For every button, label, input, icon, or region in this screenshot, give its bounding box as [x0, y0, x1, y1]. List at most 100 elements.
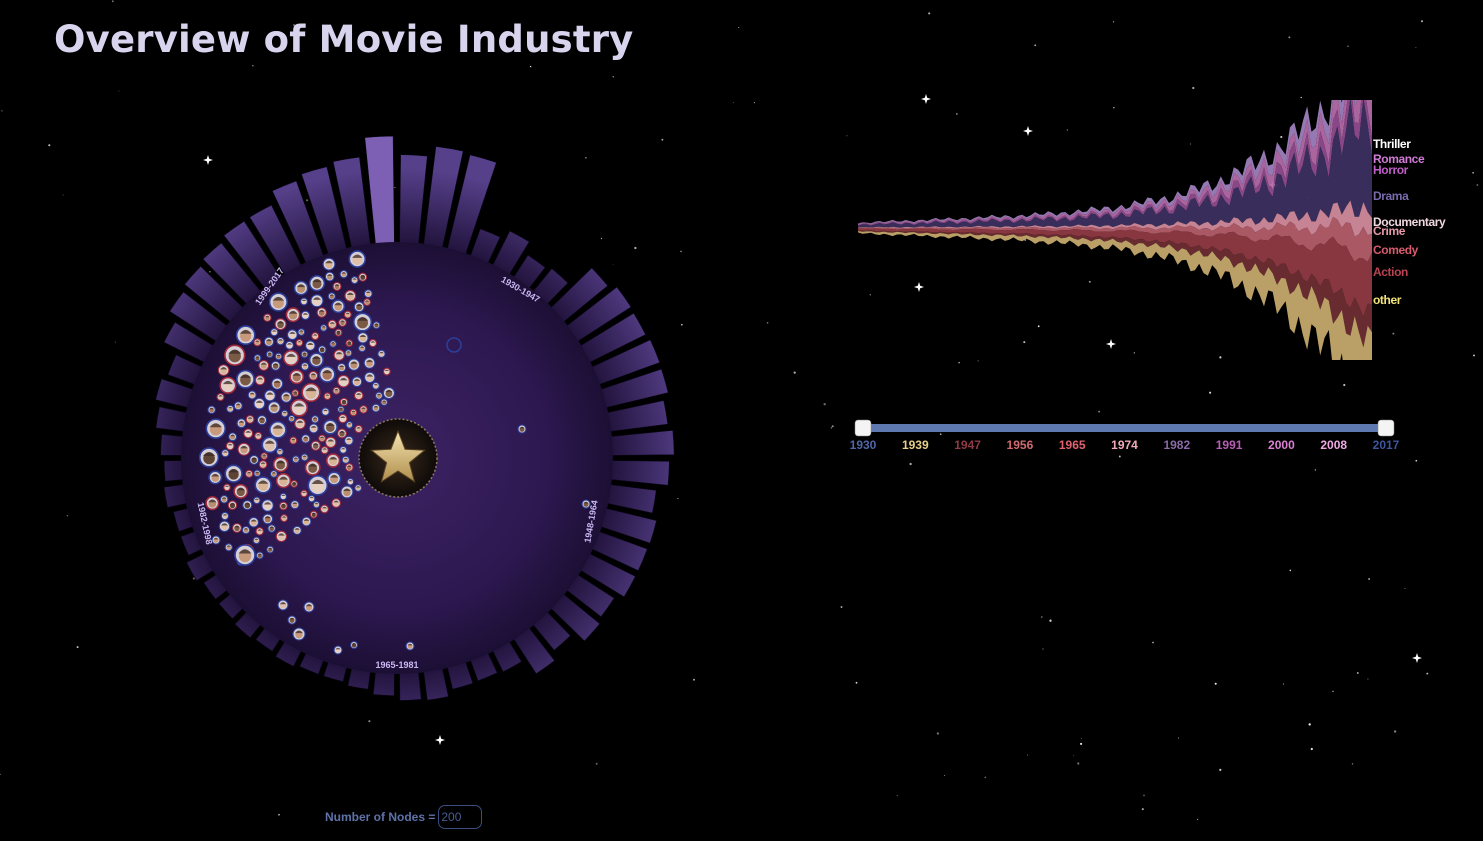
- actor-node[interactable]: [321, 407, 330, 416]
- actor-node[interactable]: [211, 535, 221, 545]
- actor-node[interactable]: [241, 525, 251, 535]
- actor-node[interactable]: [322, 257, 336, 271]
- actor-node[interactable]: [282, 349, 300, 367]
- actor-node[interactable]: [374, 391, 384, 400]
- actor-node[interactable]: [271, 377, 284, 390]
- actor-node[interactable]: [234, 544, 256, 566]
- actor-node[interactable]: [308, 352, 324, 368]
- actor-node[interactable]: [352, 312, 373, 332]
- actor-node[interactable]: [382, 367, 391, 376]
- actor-node[interactable]: [348, 250, 367, 268]
- actor-node[interactable]: [224, 464, 243, 483]
- actor-node[interactable]: [341, 455, 350, 464]
- actor-node[interactable]: [331, 299, 346, 314]
- actor-node[interactable]: [300, 350, 309, 359]
- actor-node[interactable]: [207, 405, 216, 415]
- center-star-icon[interactable]: [358, 418, 438, 498]
- actor-node[interactable]: [318, 365, 336, 383]
- actor-node[interactable]: [343, 310, 352, 319]
- actor-node[interactable]: [258, 460, 268, 469]
- radial-bar[interactable]: [603, 483, 657, 514]
- actor-node[interactable]: [323, 392, 332, 400]
- actor-node[interactable]: [266, 545, 275, 554]
- actor-node[interactable]: [311, 332, 320, 341]
- actor-node[interactable]: [255, 551, 264, 560]
- actor-node[interactable]: [326, 471, 342, 486]
- actor-node[interactable]: [363, 298, 371, 306]
- slider-handle-start[interactable]: [854, 419, 872, 437]
- actor-node[interactable]: [317, 345, 327, 354]
- actor-node[interactable]: [353, 390, 364, 401]
- actor-node[interactable]: [345, 421, 354, 429]
- actor-node[interactable]: [345, 339, 354, 347]
- actor-node[interactable]: [324, 271, 335, 282]
- actor-node[interactable]: [274, 318, 287, 331]
- actor-node[interactable]: [325, 436, 337, 449]
- actor-node[interactable]: [253, 397, 266, 410]
- actor-node[interactable]: [242, 499, 253, 511]
- actor-node[interactable]: [219, 495, 229, 504]
- actor-node[interactable]: [218, 520, 231, 533]
- radial-bar[interactable]: [607, 429, 675, 456]
- actor-node[interactable]: [269, 470, 278, 478]
- actor-node[interactable]: [305, 340, 316, 351]
- actor-node[interactable]: [349, 640, 359, 650]
- actor-node[interactable]: [359, 405, 368, 414]
- actor-node[interactable]: [223, 483, 231, 492]
- actor-node[interactable]: [344, 289, 357, 302]
- actor-node[interactable]: [339, 445, 348, 454]
- actor-node[interactable]: [338, 318, 347, 327]
- actor-node[interactable]: [363, 356, 376, 369]
- actor-node[interactable]: [301, 434, 311, 444]
- actor-node[interactable]: [221, 449, 230, 458]
- actor-node[interactable]: [581, 499, 591, 509]
- stream-layer-drama[interactable]: [858, 100, 1372, 228]
- actor-node[interactable]: [320, 446, 329, 455]
- actor-node[interactable]: [380, 398, 388, 406]
- actor-node[interactable]: [267, 524, 276, 533]
- actor-node[interactable]: [208, 470, 223, 485]
- actor-node[interactable]: [198, 447, 220, 468]
- stream-layer-other[interactable]: [858, 231, 1372, 360]
- actor-node[interactable]: [263, 389, 276, 402]
- actor-node[interactable]: [300, 489, 308, 498]
- actor-node[interactable]: [245, 414, 255, 424]
- actor-node[interactable]: [217, 364, 230, 377]
- actor-node[interactable]: [349, 408, 358, 417]
- actor-node[interactable]: [382, 386, 396, 400]
- actor-node[interactable]: [333, 349, 345, 361]
- actor-node[interactable]: [337, 405, 345, 414]
- actor-node[interactable]: [224, 344, 246, 366]
- actor-node[interactable]: [247, 390, 257, 400]
- actor-node[interactable]: [276, 336, 285, 346]
- actor-node[interactable]: [358, 344, 367, 353]
- actor-node[interactable]: [274, 352, 283, 361]
- actor-node[interactable]: [353, 301, 365, 313]
- nodes-count-input[interactable]: [438, 805, 483, 829]
- actor-node[interactable]: [344, 349, 353, 357]
- actor-node[interactable]: [308, 275, 326, 292]
- actor-node[interactable]: [309, 510, 318, 519]
- actor-node[interactable]: [292, 525, 302, 536]
- stream-layer-horror[interactable]: [858, 100, 1372, 226]
- actor-node[interactable]: [245, 469, 254, 478]
- actor-node[interactable]: [371, 403, 381, 413]
- actor-node[interactable]: [220, 511, 230, 521]
- actor-node[interactable]: [228, 432, 238, 442]
- actor-node[interactable]: [292, 627, 306, 641]
- actor-node[interactable]: [307, 475, 329, 496]
- actor-node[interactable]: [346, 477, 355, 486]
- actor-node[interactable]: [276, 447, 284, 456]
- actor-node[interactable]: [253, 469, 261, 478]
- actor-node[interactable]: [319, 324, 328, 332]
- actor-node[interactable]: [308, 370, 319, 381]
- stream-layer-action[interactable]: [858, 230, 1372, 348]
- actor-node[interactable]: [310, 415, 320, 424]
- actor-node[interactable]: [318, 434, 326, 443]
- actor-node[interactable]: [340, 485, 354, 499]
- actor-node[interactable]: [368, 339, 377, 348]
- radial-bar-chart[interactable]: 1930-19471948-19641965-19811982-19981999…: [0, 0, 700, 760]
- actor-node[interactable]: [235, 325, 256, 345]
- actor-node[interactable]: [275, 530, 288, 543]
